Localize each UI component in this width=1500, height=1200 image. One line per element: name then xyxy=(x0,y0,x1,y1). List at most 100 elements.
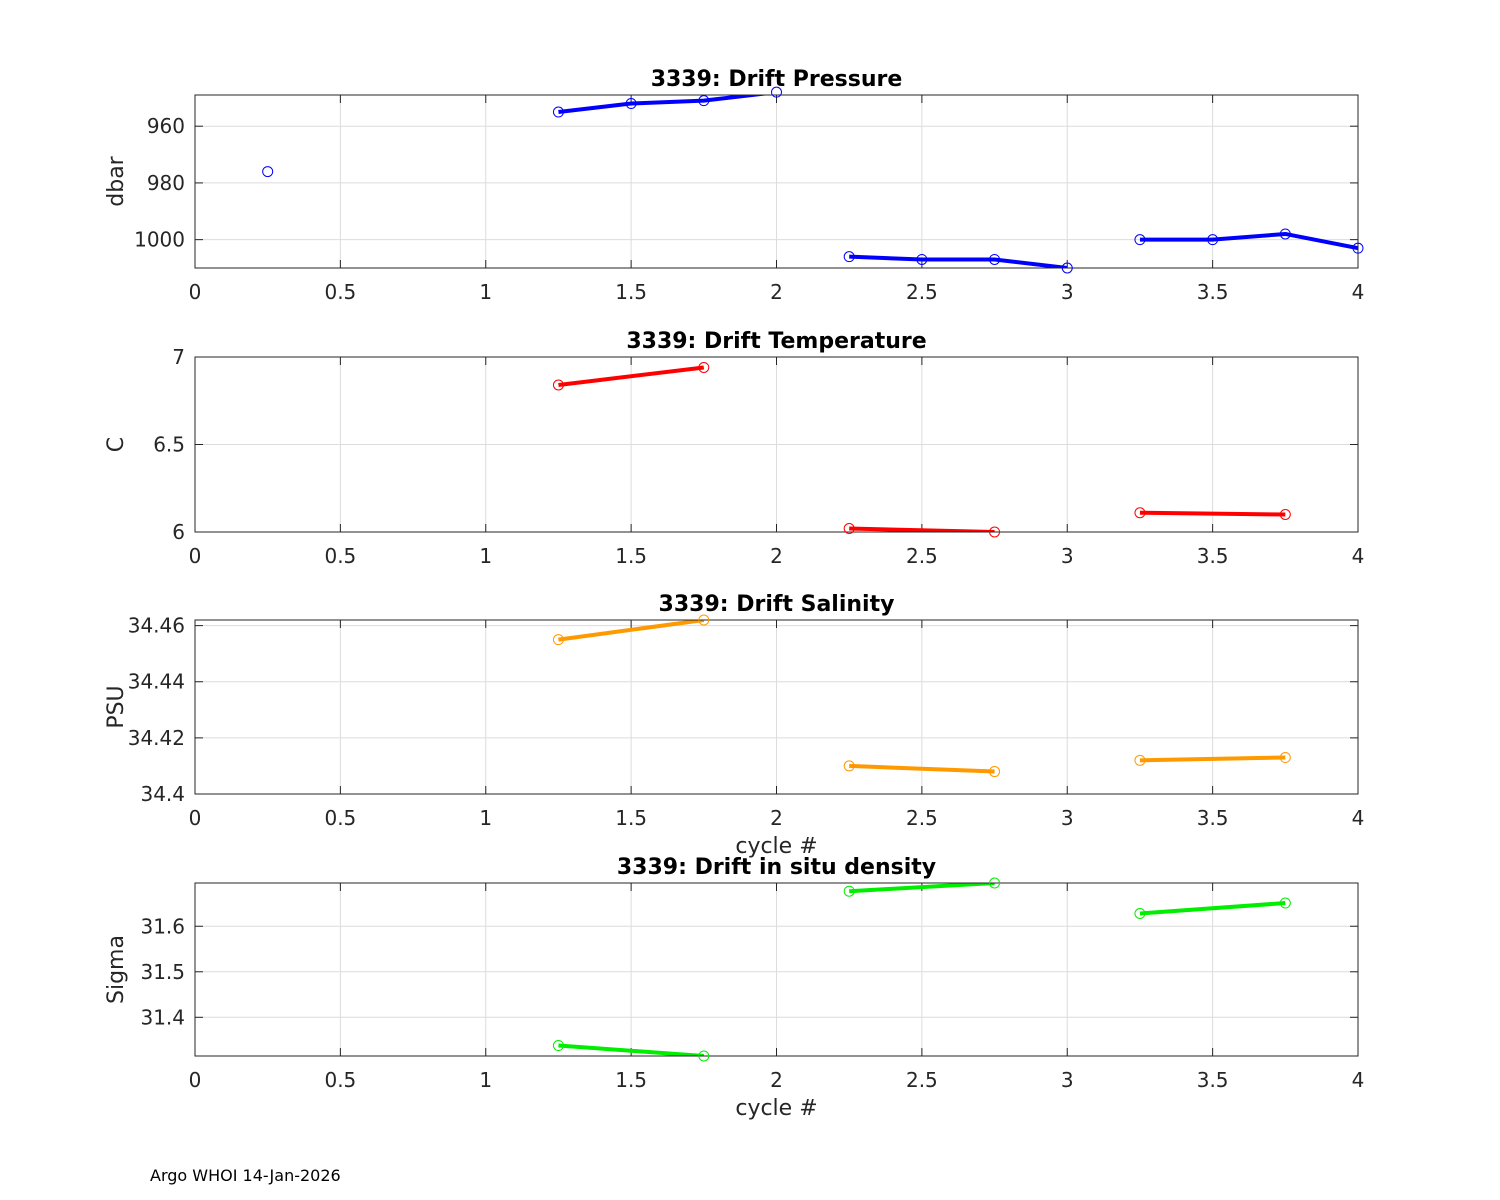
x-tick-label: 3 xyxy=(1061,1068,1074,1092)
x-tick-label: 3 xyxy=(1061,806,1074,830)
footer-credit: Argo WHOI 14-Jan-2026 xyxy=(150,1166,341,1185)
x-tick-label: 0 xyxy=(189,1068,202,1092)
y-tick-label: 960 xyxy=(147,114,185,138)
x-tick-label: 4 xyxy=(1352,806,1365,830)
data-point xyxy=(989,766,1001,778)
x-tick-label: 1 xyxy=(479,544,492,568)
y-tick-label: 1000 xyxy=(134,228,185,252)
y-axis-label: PSU xyxy=(104,685,129,728)
series-line xyxy=(558,620,705,642)
data-point xyxy=(843,760,855,772)
data-point xyxy=(698,1050,710,1062)
x-tick-label: 1.5 xyxy=(615,1068,647,1092)
x-tick-label: 0 xyxy=(189,280,202,304)
data-point xyxy=(843,523,855,534)
data-point xyxy=(1352,242,1364,254)
x-tick-label: 3 xyxy=(1061,544,1074,568)
x-tick-label: 4 xyxy=(1352,1068,1365,1092)
x-tick-label: 0.5 xyxy=(324,544,356,568)
data-point xyxy=(1279,228,1291,240)
x-tick-label: 2 xyxy=(770,806,783,830)
data-point xyxy=(1279,509,1291,520)
data-point xyxy=(1061,262,1073,274)
axes-box xyxy=(194,882,1359,1057)
series-line xyxy=(558,1043,704,1056)
y-axis-label: C xyxy=(104,437,129,452)
x-tick-label: 0 xyxy=(189,544,202,568)
data-point xyxy=(1134,754,1146,766)
chart-panel-3: 0 0.5 1 1.5 2 2.5 3 3.5 4 34.4 34.42 34.44 34.46 3339… xyxy=(104,592,1364,859)
series-line xyxy=(849,526,995,532)
x-tick-label: 1 xyxy=(479,280,492,304)
axes-box xyxy=(194,94,1359,269)
series-line xyxy=(558,95,770,115)
y-tick-label: 31.4 xyxy=(140,1005,185,1029)
x-tick-label: 0.5 xyxy=(324,280,356,304)
x-tick-label: 1.5 xyxy=(615,544,647,568)
y-tick-label: 34.42 xyxy=(128,726,185,750)
series-line xyxy=(1139,755,1286,763)
data-point xyxy=(262,166,274,178)
data-point xyxy=(1207,234,1219,246)
y-tick-label: 34.44 xyxy=(128,670,185,694)
data-point xyxy=(698,362,710,373)
x-tick-label: 2 xyxy=(770,280,783,304)
chart-panel-4: 0 0.5 1 1.5 2 2.5 3 3.5 4 31.4 31.5 31.6 3339: Drift… xyxy=(104,855,1364,1121)
x-tick-label: 1 xyxy=(479,1068,492,1092)
x-tick-label: 2.5 xyxy=(906,806,938,830)
data-point xyxy=(552,1040,564,1052)
series-line xyxy=(849,763,995,774)
data-point xyxy=(916,253,928,265)
data-point xyxy=(1279,752,1291,764)
data-point xyxy=(552,634,564,646)
series-line xyxy=(849,883,995,894)
series-group xyxy=(558,620,1286,774)
data-point xyxy=(552,379,564,391)
x-tick-label: 0 xyxy=(189,806,202,830)
y-tick-label: 31.5 xyxy=(140,960,185,984)
x-tick-label: 2 xyxy=(770,544,783,568)
data-point xyxy=(698,95,710,107)
data-point xyxy=(843,885,855,897)
x-tick-label: 2.5 xyxy=(906,544,938,568)
data-point xyxy=(698,614,710,626)
data-point xyxy=(989,526,1001,538)
y-tick-label: 34.46 xyxy=(128,614,185,638)
data-point xyxy=(1134,507,1146,519)
y-tick-label: 7 xyxy=(172,345,185,369)
chart-panel-1: 0 0.5 1 1.5 2 2.5 3 3.5 4 960 980 1000 3339: Drift P… xyxy=(104,67,1364,304)
series-line xyxy=(1139,901,1286,916)
x-tick-label: 3.5 xyxy=(1197,544,1229,568)
data-point xyxy=(552,106,564,118)
x-tick-label: 2 xyxy=(770,1068,783,1092)
series-line xyxy=(849,254,1068,268)
y-tick-label: 980 xyxy=(147,171,185,195)
series-group xyxy=(558,95,1358,268)
data-point xyxy=(1134,234,1146,246)
series-group xyxy=(558,365,1286,532)
y-tick-label: 31.6 xyxy=(140,914,185,938)
data-point xyxy=(1279,897,1291,909)
x-axis-label: cycle # xyxy=(735,1096,817,1121)
x-axis-label: cycle # xyxy=(735,834,817,859)
x-tick-label: 3.5 xyxy=(1197,280,1229,304)
chart-title: 3339: Drift in situ density xyxy=(617,855,936,880)
x-tick-label: 3 xyxy=(1061,280,1074,304)
x-tick-label: 4 xyxy=(1352,280,1365,304)
series-line xyxy=(1139,510,1286,517)
axes-box xyxy=(194,356,1359,533)
chart-panel-2: 0 0.5 1 1.5 2 2.5 3 3.5 4 6 6.5 7 3339: Drift Temper… xyxy=(104,329,1364,568)
data-point xyxy=(843,251,855,263)
y-tick-label: 6.5 xyxy=(153,433,185,457)
x-tick-label: 3.5 xyxy=(1197,806,1229,830)
x-tick-label: 1.5 xyxy=(615,280,647,304)
y-tick-label: 34.4 xyxy=(140,782,185,806)
x-tick-label: 2.5 xyxy=(906,280,938,304)
chart-title: 3339: Drift Salinity xyxy=(659,592,895,617)
x-tick-label: 4 xyxy=(1352,544,1365,568)
y-axis-label: Sigma xyxy=(104,935,129,1004)
data-point xyxy=(989,877,1001,889)
chart-title: 3339: Drift Temperature xyxy=(626,329,926,354)
y-tick-label: 6 xyxy=(172,520,185,544)
x-tick-label: 1 xyxy=(479,806,492,830)
